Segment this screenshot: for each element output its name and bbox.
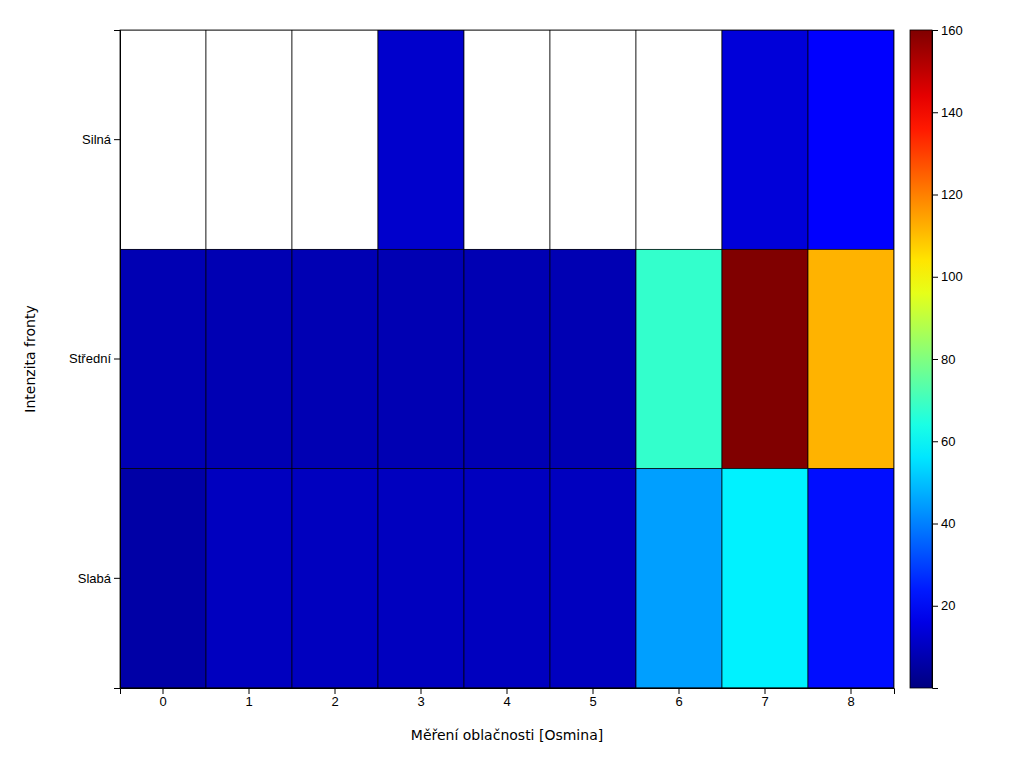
colorbar-tick-mark — [932, 441, 938, 442]
heat-cell — [722, 469, 808, 688]
x-axis-line — [121, 689, 895, 695]
colorbar-tick-mark — [932, 606, 938, 607]
x-axis-title: Měření oblačnosti [Osmina] — [411, 727, 603, 743]
heat-cell — [292, 30, 378, 249]
chart-svg: 0 1 2 3 4 5 6 7 8 Silná Střední Slabá Měření oblačno… — [0, 0, 1024, 768]
x-tick-label: 1 — [245, 694, 252, 709]
y-tick-label: Střední — [69, 351, 111, 366]
colorbar-tick-mark — [932, 359, 938, 360]
x-tick: 7 — [761, 688, 768, 709]
colorbar-tick: 100 — [932, 269, 963, 284]
heat-cell — [206, 469, 292, 688]
x-tick-mark — [249, 688, 250, 694]
x-tick: 1 — [245, 688, 252, 709]
colorbar-tick: 20 — [932, 598, 955, 613]
x-tick-label: 2 — [331, 694, 338, 709]
y-tick-mark — [114, 359, 120, 360]
x-tick-mark — [679, 688, 680, 694]
heat-cell — [464, 30, 550, 249]
colorbar-tick-label: 160 — [941, 23, 963, 38]
colorbar-tick-label: 20 — [941, 598, 955, 613]
colorbar-tick: 160 — [932, 23, 963, 38]
colorbar-tick-mark — [932, 112, 938, 113]
heat-cell — [636, 249, 722, 468]
heat-cell — [464, 249, 550, 468]
colorbar-tick: 80 — [932, 352, 955, 367]
heat-cell — [550, 249, 636, 468]
colorbar-tick-label: 120 — [941, 187, 963, 202]
x-tick: 4 — [503, 688, 510, 709]
y-tick: Slabá — [78, 570, 120, 585]
colorbar — [910, 30, 932, 688]
x-tick-mark — [851, 688, 852, 694]
cells — [120, 30, 894, 688]
heat-cell — [206, 249, 292, 468]
heat-cell — [722, 249, 808, 468]
colorbar-tick-label: 80 — [941, 352, 955, 367]
x-tick-label: 6 — [675, 694, 682, 709]
x-tick-mark — [507, 688, 508, 694]
x-tick: 3 — [417, 688, 424, 709]
x-tick-mark — [335, 688, 336, 694]
heat-cell — [120, 249, 206, 468]
x-tick-mark — [765, 688, 766, 694]
colorbar-tick-label: 100 — [941, 269, 963, 284]
colorbar-tick: 120 — [932, 187, 963, 202]
plot-frame — [120, 30, 894, 688]
y-axis-title: Intenzita fronty — [22, 305, 38, 412]
heat-cell — [292, 469, 378, 688]
y-tick-label: Slabá — [78, 570, 112, 585]
colorbar-tick: 60 — [932, 434, 955, 449]
y-tick-mark — [114, 578, 120, 579]
colorbar-tick: 140 — [932, 105, 963, 120]
heat-cell — [550, 30, 636, 249]
heat-cell — [808, 249, 894, 468]
x-tick: 2 — [331, 688, 338, 709]
y-tick-mark — [114, 139, 120, 140]
heat-cell — [120, 469, 206, 688]
heat-cell — [550, 469, 636, 688]
x-tick: 5 — [589, 688, 596, 709]
y-axis-line — [114, 31, 121, 689]
x-tick-label: 0 — [159, 694, 166, 709]
y-tick: Silná — [82, 132, 120, 147]
x-tick-label: 7 — [761, 694, 768, 709]
heat-cell — [722, 30, 808, 249]
x-tick-mark — [421, 688, 422, 694]
y-axis: Silná Střední Slabá — [69, 31, 120, 689]
heat-cell — [808, 469, 894, 688]
heat-cell — [292, 249, 378, 468]
heat-cell — [636, 469, 722, 688]
heat-cell — [378, 249, 464, 468]
colorbar-tick: 40 — [932, 516, 955, 531]
y-tick-label: Silná — [82, 132, 112, 147]
colorbar-axis-line — [933, 31, 939, 689]
colorbar-axis: 20 40 60 80 100 120 140 160 — [932, 23, 963, 689]
heat-cell — [206, 30, 292, 249]
heat-cell — [378, 469, 464, 688]
x-tick-label: 4 — [503, 694, 510, 709]
colorbar-tick-label: 40 — [941, 516, 955, 531]
x-tick-label: 8 — [847, 694, 854, 709]
x-tick: 0 — [159, 688, 166, 709]
x-tick-label: 3 — [417, 694, 424, 709]
x-tick: 6 — [675, 688, 682, 709]
colorbar-tick-mark — [932, 277, 938, 278]
heat-cell — [808, 30, 894, 249]
colorbar-tick-mark — [932, 30, 938, 31]
y-tick: Střední — [69, 351, 120, 366]
heat-cell — [378, 30, 464, 249]
x-tick-mark — [163, 688, 164, 694]
x-tick-label: 5 — [589, 694, 596, 709]
x-axis: 0 1 2 3 4 5 6 7 8 — [121, 688, 895, 709]
colorbar-tick-mark — [932, 195, 938, 196]
heat-cell — [464, 469, 550, 688]
x-tick: 8 — [847, 688, 854, 709]
colorbar-tick-label: 60 — [941, 434, 955, 449]
colorbar-tick-mark — [932, 524, 938, 525]
heat-cell — [120, 30, 206, 249]
colorbar-tick-label: 140 — [941, 105, 963, 120]
heat-cell — [636, 30, 722, 249]
x-tick-mark — [593, 688, 594, 694]
